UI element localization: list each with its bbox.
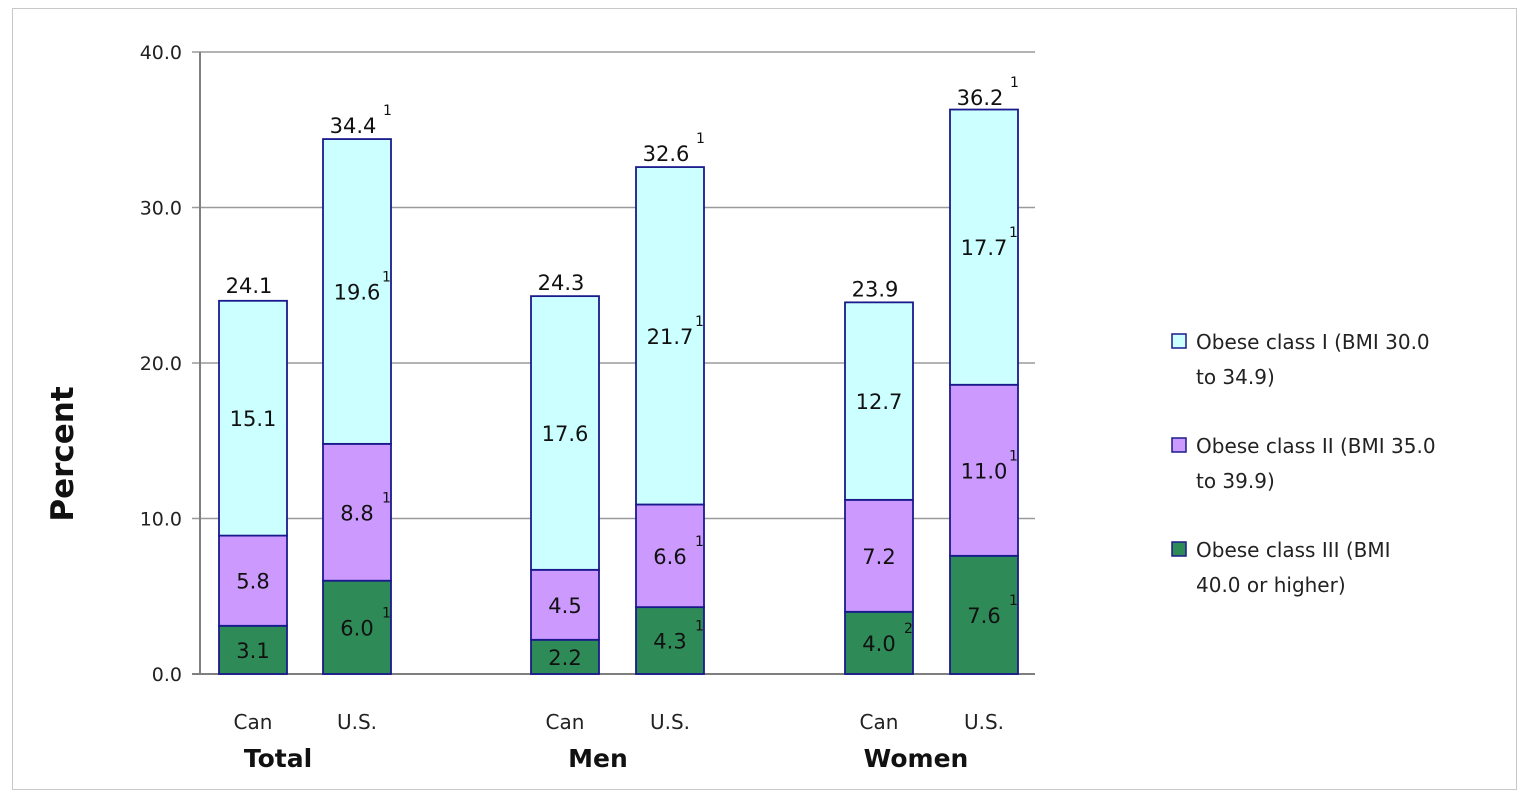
bars xyxy=(218,108,1019,675)
footnote-marker: 1 xyxy=(695,314,704,330)
legend-swatch xyxy=(1171,437,1187,453)
bar-segment xyxy=(635,606,705,675)
footnote-marker: 1 xyxy=(1010,75,1019,91)
footnote-marker: 1 xyxy=(1009,225,1018,241)
data-label: 12.7 xyxy=(856,390,903,414)
legend-swatch xyxy=(1171,541,1187,557)
data-label: 6.6 xyxy=(653,545,686,569)
legend: Obese class I (BMI 30.0to 34.9)Obese cla… xyxy=(1171,330,1436,597)
x-category-label: U.S. xyxy=(964,710,1004,734)
data-label: 4.5 xyxy=(548,594,581,618)
data-label: 7.2 xyxy=(862,545,895,569)
legend-label: to 39.9) xyxy=(1196,469,1275,493)
footnote-marker: 1 xyxy=(382,269,391,285)
data-labels: 3.15.815.124.16.018.8119.6134.412.24.517… xyxy=(226,75,1019,670)
bar-segment xyxy=(635,166,705,506)
bar-segment xyxy=(218,624,288,675)
data-label: 11.0 xyxy=(961,459,1008,483)
footnote-marker: 1 xyxy=(696,131,705,147)
x-category-label: Can xyxy=(234,710,273,734)
total-label: 36.2 xyxy=(957,86,1004,110)
footnote-marker: 1 xyxy=(383,103,392,119)
bar-segment xyxy=(949,554,1019,675)
data-label: 7.6 xyxy=(967,604,1000,628)
legend-label: to 34.9) xyxy=(1196,365,1275,389)
data-label: 3.1 xyxy=(236,639,269,663)
bar-segment xyxy=(218,299,288,537)
legend-label: Obese class III (BMI xyxy=(1196,538,1391,562)
total-label: 24.1 xyxy=(226,274,273,298)
legend-label: 40.0 or higher) xyxy=(1196,573,1346,597)
footnote-marker: 1 xyxy=(382,605,391,621)
total-label: 23.9 xyxy=(852,277,899,301)
bar-segment xyxy=(844,498,914,613)
footnote-marker: 1 xyxy=(1009,448,1018,464)
data-label: 6.0 xyxy=(340,616,373,640)
y-axis-title: Percent xyxy=(45,386,81,522)
bar-segment xyxy=(844,610,914,675)
data-label: 17.6 xyxy=(542,422,589,446)
footnote-marker: 1 xyxy=(1009,593,1018,609)
data-label: 5.8 xyxy=(236,570,269,594)
y-tick-label: 30.0 xyxy=(140,198,182,220)
data-label: 21.7 xyxy=(647,325,694,349)
legend-label: Obese class II (BMI 35.0 xyxy=(1196,434,1436,458)
x-category-label: U.S. xyxy=(337,710,377,734)
data-label: 17.7 xyxy=(961,236,1008,260)
footnote-marker: 1 xyxy=(695,534,704,550)
x-category-label: Can xyxy=(546,710,585,734)
bar-segment xyxy=(322,442,392,582)
x-group-label: Men xyxy=(568,744,628,773)
y-tick-label: 40.0 xyxy=(140,42,182,64)
total-label: 34.4 xyxy=(330,114,377,138)
y-tick-label: 0.0 xyxy=(152,664,182,686)
data-label: 2.2 xyxy=(548,646,581,670)
legend-label: Obese class I (BMI 30.0 xyxy=(1196,330,1430,354)
footnote-marker: 1 xyxy=(695,619,704,635)
x-group-label: Women xyxy=(864,744,969,773)
x-axis-labels: Can U.S. Can U.S. Can U.S. Total Men Women xyxy=(234,710,1004,773)
x-group-label: Total xyxy=(244,744,312,773)
footnote-marker: 2 xyxy=(904,621,913,637)
x-category-label: U.S. xyxy=(650,710,690,734)
data-label: 8.8 xyxy=(340,501,373,525)
bar-segment xyxy=(322,579,392,675)
legend-item: Obese class II (BMI 35.0 to 39.9) xyxy=(1171,434,1436,493)
y-tick-label: 20.0 xyxy=(140,353,182,375)
bar-segment xyxy=(949,108,1019,386)
data-label: 19.6 xyxy=(334,280,381,304)
y-axis: 0.0 10.0 20.0 30.0 40.0 xyxy=(140,42,201,686)
legend-swatch xyxy=(1171,333,1187,349)
legend-item: Obese class I (BMI 30.0 to 34.9) xyxy=(1171,330,1430,389)
data-label: 15.1 xyxy=(230,407,277,431)
bar-segment xyxy=(530,638,600,675)
total-label: 24.3 xyxy=(538,271,585,295)
legend-item: Obese class III (BMI 40.0 or higher) xyxy=(1171,538,1391,597)
x-category-label: Can xyxy=(860,710,899,734)
bar-segment xyxy=(530,295,600,571)
data-label: 4.0 xyxy=(862,632,895,656)
y-tick-label: 10.0 xyxy=(140,509,182,531)
bar-segment xyxy=(218,534,288,627)
bar-segment xyxy=(844,301,914,501)
bar-segment xyxy=(322,138,392,445)
data-label: 4.3 xyxy=(653,630,686,654)
footnote-marker: 1 xyxy=(382,490,391,506)
total-label: 32.6 xyxy=(643,142,690,166)
